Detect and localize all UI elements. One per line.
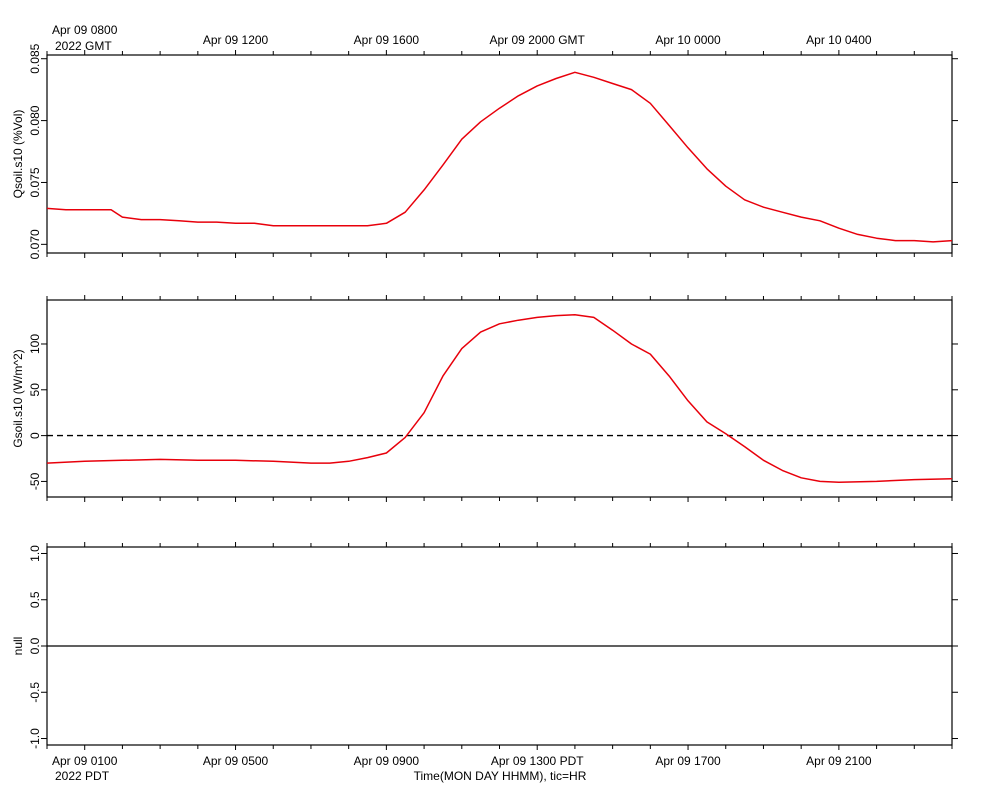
y-tick-label: 0.5 (28, 591, 42, 608)
y-tick-label: 0.0 (28, 637, 42, 654)
y-axis-label: Qsoil.s10 (%Vol) (11, 110, 25, 199)
top-year-label: 2022 GMT (55, 39, 112, 53)
plot-frame (46, 54, 953, 254)
plot-frame (46, 299, 953, 498)
x-axis-title: Time(MON DAY HHMM), tic=HR (414, 769, 587, 783)
top-x-tick-label: Apr 09 2000 GMT (490, 33, 586, 47)
top-x-tick-label: Apr 10 0000 (655, 33, 721, 47)
bottom-year-label: 2022 PDT (55, 769, 110, 783)
y-axis-label: null (11, 637, 25, 656)
series-line (46, 313, 953, 484)
panel-3: -1.0 -0.5 0.0 0.5 1.0 null (11, 542, 958, 750)
y-tick-label: -0.5 (28, 682, 42, 703)
y-tick-label: 0.080 (28, 105, 42, 135)
bottom-x-tick-label: Apr 09 0100 (52, 754, 118, 768)
bottom-x-tick-label: Apr 09 1300 PDT (491, 754, 584, 768)
y-tick-label: 50 (28, 383, 42, 397)
y-tick-label: 0.085 (28, 43, 42, 73)
bottom-x-tick-label: Apr 09 1700 (655, 754, 721, 768)
top-x-tick-label: Apr 10 0400 (806, 33, 872, 47)
bottom-x-tick-label: Apr 09 0900 (354, 754, 420, 768)
y-tick-label: -1.0 (28, 728, 42, 749)
bottom-x-tick-label: Apr 09 0500 (203, 754, 269, 768)
bottom-x-tick-label: Apr 09 2100 (806, 754, 872, 768)
y-tick-label: 1.0 (28, 545, 42, 562)
top-x-tick-label: Apr 09 1200 (203, 33, 269, 47)
y-tick-label: 0 (28, 432, 42, 439)
y-axis-label: Gsoil.s10 (W/m^2) (11, 349, 25, 447)
series-line (46, 71, 953, 243)
y-tick-label: 0.075 (28, 167, 42, 197)
top-x-tick-label: Apr 09 1600 (354, 33, 420, 47)
top-x-tick-label: Apr 09 0800 (52, 23, 118, 37)
panel-1: 0.070 0.075 0.080 0.085 Qsoil.s10 (%Vol) (11, 43, 958, 259)
y-tick-label: 0.070 (28, 229, 42, 259)
y-tick-label: -50 (28, 472, 42, 490)
y-tick-label: 100 (28, 334, 42, 354)
